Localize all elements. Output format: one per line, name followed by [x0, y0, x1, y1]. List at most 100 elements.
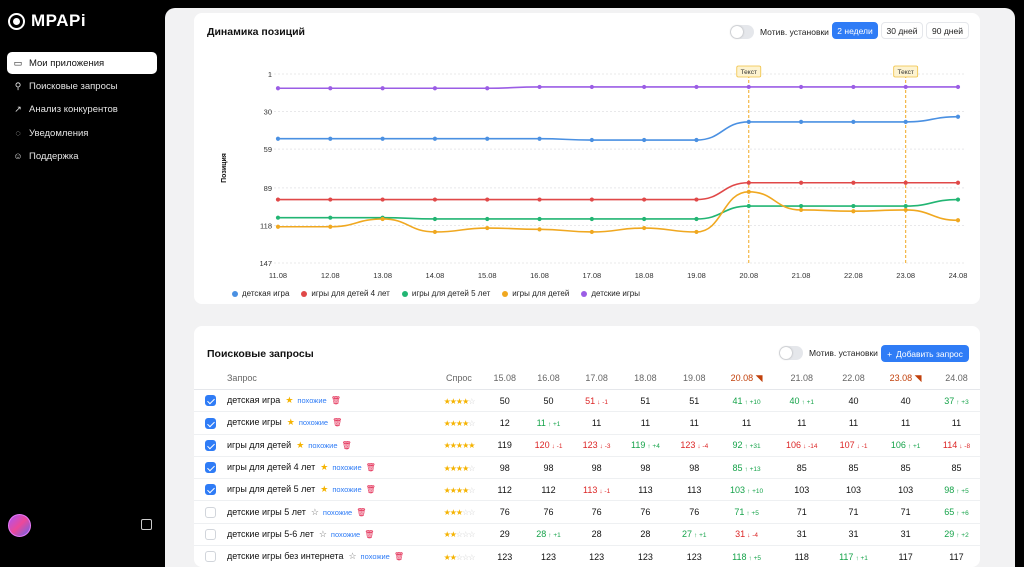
- position-cell: 31 ↓ -4: [718, 523, 775, 547]
- position-value: 50: [543, 395, 554, 406]
- col-header-date[interactable]: 22.08: [828, 367, 879, 390]
- position-value: 113: [582, 484, 598, 495]
- trash-icon[interactable]: 🗑: [364, 529, 375, 539]
- star-icon[interactable]: ★: [320, 462, 329, 473]
- star-icon[interactable]: ★: [296, 439, 305, 450]
- rating-stars: ★★★★☆: [443, 418, 476, 428]
- data-point: [589, 197, 594, 202]
- legend-item[interactable]: детская игра: [232, 289, 289, 298]
- legend-item[interactable]: игры для детей: [502, 289, 569, 298]
- sidebar-item-my-apps[interactable]: ▭ Мои приложения: [7, 52, 157, 74]
- position-value: 11: [689, 417, 699, 428]
- data-point: [903, 180, 908, 185]
- col-header-date[interactable]: 16.08: [524, 367, 573, 390]
- position-cell: 51: [670, 389, 719, 413]
- x-tick-label: 20.08: [739, 271, 758, 280]
- data-point: [432, 86, 438, 91]
- similar-link[interactable]: похожие: [298, 418, 329, 428]
- data-point: [537, 197, 542, 202]
- col-header-demand[interactable]: Спрос: [433, 367, 485, 390]
- data-point: [275, 224, 281, 229]
- col-header-query[interactable]: Запрос: [226, 367, 433, 390]
- trash-icon[interactable]: 🗑: [332, 418, 343, 428]
- star-icon[interactable]: ★: [285, 395, 294, 406]
- position-value: 11: [951, 417, 962, 428]
- legend-item[interactable]: игры для детей 4 лет: [301, 289, 390, 298]
- row-checkbox[interactable]: [204, 395, 216, 407]
- trash-icon[interactable]: 🗑: [393, 552, 404, 562]
- feedback-icon[interactable]: [141, 519, 152, 530]
- row-checkbox[interactable]: [204, 528, 216, 540]
- sidebar-item-support[interactable]: ☺ Поддержка: [7, 145, 157, 167]
- star-icon[interactable]: ☆: [318, 528, 327, 539]
- logo[interactable]: MPAPi: [8, 11, 86, 31]
- position-value: 98: [689, 462, 700, 473]
- position-value: 11: [848, 417, 859, 428]
- position-delta: ↓ -1: [599, 487, 611, 495]
- col-header-date[interactable]: 15.08: [485, 367, 525, 390]
- legend-item[interactable]: детские игры: [581, 289, 640, 298]
- similar-link[interactable]: похожие: [322, 507, 353, 517]
- trash-icon[interactable]: 🗑: [356, 507, 367, 517]
- period-30-days-button[interactable]: 30 дней: [881, 22, 923, 39]
- similar-link[interactable]: похожие: [330, 529, 361, 539]
- similar-link[interactable]: похожие: [332, 485, 362, 495]
- period-2-weeks-button[interactable]: 2 недели: [832, 22, 878, 39]
- trash-icon[interactable]: 🗑: [341, 440, 352, 450]
- trash-icon[interactable]: 🗑: [365, 463, 376, 473]
- avatar[interactable]: [8, 514, 31, 537]
- sidebar-item-competitors[interactable]: ↗ Анализ конкурентов: [7, 98, 157, 120]
- similar-link[interactable]: похожие: [332, 463, 362, 473]
- motivated-installs-toggle[interactable]: [730, 25, 754, 39]
- query-cell: детские игры 5-6 лет ☆ похожие 🗑: [226, 523, 433, 547]
- col-header-date[interactable]: 19.08: [670, 367, 719, 390]
- position-delta: ↑ +13: [744, 465, 761, 473]
- col-header-date[interactable]: 24.08: [932, 367, 980, 390]
- col-header-date[interactable]: 18.08: [620, 367, 671, 390]
- sidebar-item-search-queries[interactable]: ⚲ Поисковые запросы: [7, 75, 157, 97]
- period-90-days-button[interactable]: 90 дней: [926, 22, 969, 39]
- trash-icon[interactable]: 🗑: [330, 396, 341, 406]
- row-checkbox[interactable]: [204, 462, 216, 474]
- data-point: [903, 84, 908, 90]
- row-checkbox[interactable]: [204, 551, 216, 563]
- star-icon[interactable]: ☆: [310, 506, 319, 517]
- search-icon: ⚲: [14, 80, 22, 91]
- similar-link[interactable]: похожие: [297, 396, 327, 406]
- position-value: 98: [499, 462, 510, 473]
- row-checkbox[interactable]: [204, 439, 216, 451]
- data-point: [328, 86, 333, 91]
- window-icon: ▭: [13, 57, 23, 68]
- trash-icon[interactable]: 🗑: [365, 485, 376, 495]
- position-value: 41: [732, 395, 743, 406]
- star-icon[interactable]: ☆: [348, 551, 357, 562]
- col-header-date[interactable]: 23.08 ◥: [878, 367, 933, 390]
- col-header-date[interactable]: 20.08 ◥: [718, 367, 775, 390]
- star-icon[interactable]: ★: [286, 417, 295, 428]
- data-point: [746, 84, 751, 90]
- col-header-date[interactable]: 17.08: [572, 367, 621, 390]
- position-value: 85: [848, 462, 859, 473]
- sidebar-item-notifications[interactable]: ◌ Уведомления: [7, 122, 157, 144]
- query-text: детские игры: [227, 417, 282, 428]
- row-checkbox[interactable]: [204, 506, 216, 518]
- data-point: [798, 84, 804, 90]
- rating-stars: ★★★★☆: [443, 485, 476, 495]
- demand-rating: ★★★★☆: [433, 389, 485, 413]
- similar-link[interactable]: похожие: [308, 440, 338, 450]
- add-query-button[interactable]: + Добавить запрос: [881, 345, 969, 362]
- data-point: [432, 197, 438, 202]
- position-value: 51: [689, 395, 700, 406]
- row-checkbox[interactable]: [204, 417, 216, 429]
- position-cell: 28 ↑ +1: [524, 523, 573, 547]
- position-value: 40: [900, 395, 911, 406]
- row-checkbox[interactable]: [204, 484, 216, 496]
- motivated-installs-toggle[interactable]: [779, 346, 803, 360]
- legend-item[interactable]: игры для детей 5 лет: [401, 289, 490, 298]
- x-tick-label: 16.08: [530, 271, 549, 280]
- col-header-date[interactable]: 21.08: [774, 367, 829, 390]
- rating-empty: ☆☆: [462, 508, 475, 518]
- similar-link[interactable]: похожие: [360, 552, 390, 562]
- star-icon[interactable]: ★: [320, 484, 329, 495]
- position-value: 85: [900, 462, 911, 473]
